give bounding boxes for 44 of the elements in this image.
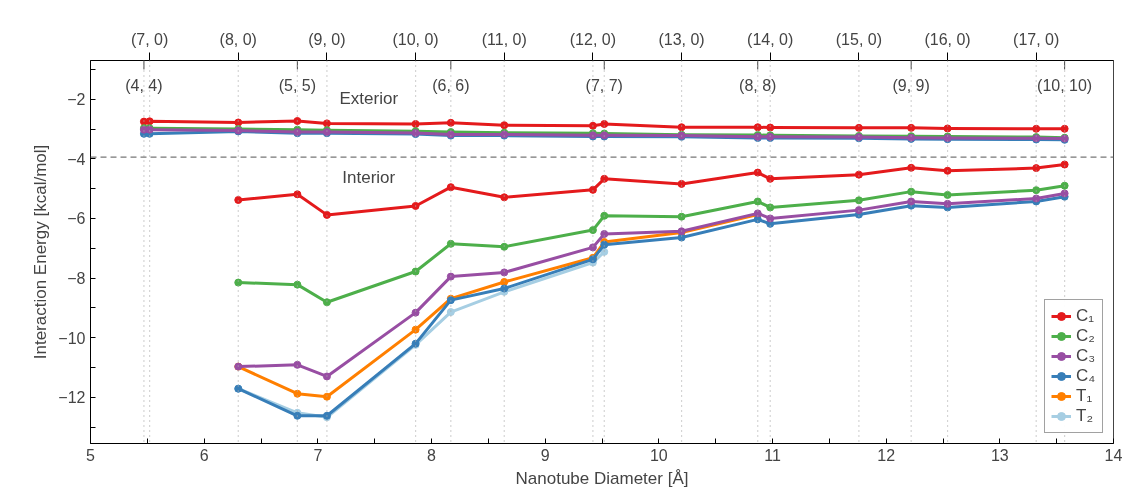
annotation: (10, 0) <box>392 30 439 48</box>
annotation: (9, 0) <box>308 30 346 48</box>
legend-label: T₂ <box>1076 406 1094 426</box>
y-tick-label: −12 <box>58 389 86 407</box>
annotation: (7, 7) <box>585 77 623 95</box>
y-tick-label: −6 <box>67 210 86 228</box>
x-tick-label: 6 <box>199 446 209 464</box>
x-tick-label: 8 <box>427 446 437 464</box>
x-tick-label: 7 <box>313 446 323 464</box>
annotation: (14, 0) <box>747 30 794 48</box>
annotation: (4, 4) <box>125 77 163 95</box>
y-tick-label: −4 <box>67 150 86 168</box>
annotation: (11, 0) <box>481 30 527 48</box>
annotation: (8, 8) <box>739 77 777 95</box>
x-tick-label: 14 <box>1104 446 1123 464</box>
legend-label: T₁ <box>1076 386 1094 406</box>
x-tick-label: 5 <box>86 446 96 464</box>
annotation: (17, 0) <box>1013 30 1060 48</box>
y-axis-title: Interaction Energy [kcal/mol] <box>31 144 51 360</box>
annotation: (8, 0) <box>219 30 257 48</box>
annotation: (7, 0) <box>130 30 169 48</box>
x-tick-label: 13 <box>990 446 1009 464</box>
x-tick-label: 11 <box>764 446 781 464</box>
annotation: (10, 10) <box>1037 77 1093 95</box>
annotation: (5, 5) <box>278 77 317 95</box>
legend-label: C₄ <box>1076 366 1096 386</box>
y-tick-label: −2 <box>67 91 86 109</box>
x-axis-title: Nanotube Diameter [Å] <box>515 468 689 488</box>
annotation: Exterior <box>339 89 399 109</box>
annotation: (9, 9) <box>892 77 930 95</box>
annotation: (13, 0) <box>658 30 705 48</box>
annotation: (16, 0) <box>924 30 971 48</box>
annotation: (12, 0) <box>569 30 617 48</box>
legend-label: C₃ <box>1076 346 1096 366</box>
annotation: (6, 6) <box>432 77 470 95</box>
legend-label: C₁ <box>1076 306 1095 326</box>
x-tick-label: 10 <box>649 446 668 464</box>
x-tick-label: 12 <box>877 446 896 464</box>
x-tick-label: 9 <box>540 446 550 464</box>
legend-label: C₂ <box>1076 326 1096 346</box>
annotation: Interior <box>342 168 396 188</box>
annotation: (15, 0) <box>835 30 883 48</box>
y-tick-label: −8 <box>67 270 86 288</box>
y-tick-label: −10 <box>58 329 86 347</box>
